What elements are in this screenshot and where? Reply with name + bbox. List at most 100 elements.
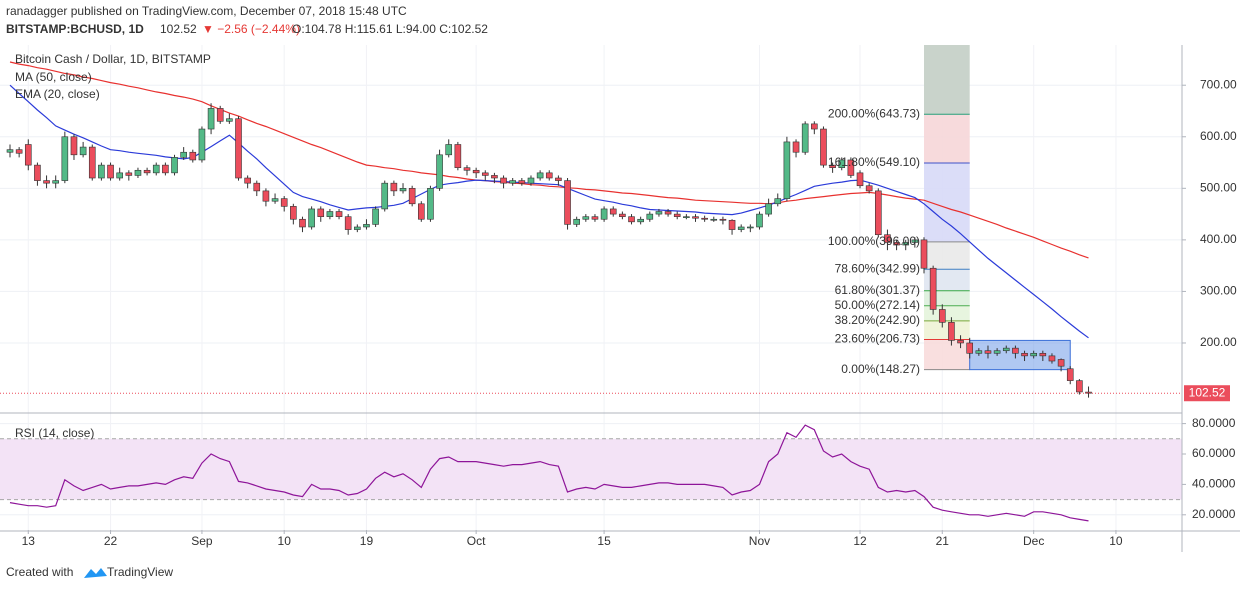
fib-label: 100.00%(396.00)	[828, 234, 920, 248]
candle-body	[34, 164, 41, 181]
candle-body	[125, 172, 133, 176]
candle-body	[79, 146, 87, 156]
footer-brand[interactable]: TradingView	[107, 565, 173, 579]
candle-body	[1085, 391, 1092, 394]
candle-body	[235, 118, 242, 179]
candle-body	[143, 169, 151, 174]
rsi-band	[0, 438, 1182, 500]
candle-body	[1039, 352, 1047, 357]
x-tick-label: 10	[278, 534, 292, 548]
candle-body	[363, 224, 370, 228]
brand-logo	[84, 568, 107, 578]
ohlc: O:104.78 H:115.61 L:94.00 C:102.52	[292, 22, 488, 36]
candle-body	[948, 322, 955, 341]
candle-body	[326, 211, 334, 217]
candle-body	[829, 164, 836, 168]
y-tick-label: 400.00	[1200, 232, 1237, 246]
legend-title: Bitcoin Cash / Dollar, 1D, BITSTAMP	[15, 52, 211, 66]
candle-body	[737, 226, 745, 230]
candle-body	[171, 157, 178, 174]
candle-body	[70, 136, 78, 156]
rsi-legend: RSI (14, close)	[15, 426, 94, 440]
candle-body	[1076, 380, 1083, 393]
candle-body	[207, 108, 215, 130]
candle-body	[929, 267, 937, 310]
candle-body	[555, 177, 562, 181]
candle-body	[536, 172, 544, 179]
candle-body	[701, 217, 708, 220]
y-tick-label: 700.00	[1200, 77, 1237, 91]
candle-body	[619, 213, 626, 217]
candle-body	[354, 226, 361, 230]
x-tick-label: 22	[104, 534, 118, 548]
candle-body	[408, 188, 416, 205]
candle-body	[582, 216, 590, 220]
candle-body	[1021, 352, 1028, 357]
candle-body	[683, 216, 690, 218]
candle-body	[801, 123, 809, 153]
candle-body	[966, 342, 974, 354]
candle-body	[902, 242, 910, 246]
candle-body	[52, 180, 60, 184]
candle-body	[107, 164, 114, 179]
candle-body	[545, 172, 553, 179]
candle-body	[865, 185, 873, 192]
candle-body	[262, 190, 270, 202]
candle-body	[1066, 368, 1074, 381]
candle-body	[381, 182, 389, 210]
candle-body	[472, 169, 480, 174]
candle-body	[280, 198, 288, 207]
fib-band	[924, 320, 970, 340]
fib-label: 161.80%(549.10)	[828, 155, 920, 169]
candle-body	[271, 198, 279, 202]
candle-body	[427, 188, 434, 220]
fib-band	[924, 114, 970, 164]
candle-body	[655, 211, 663, 215]
candle-body	[116, 172, 123, 179]
candle-body	[609, 208, 617, 215]
candle-body	[518, 180, 526, 184]
last-price-tag	[1184, 385, 1230, 402]
candle-body	[984, 350, 992, 354]
x-tick-label: 21	[936, 534, 950, 548]
y-tick-label: 40.0000	[1192, 477, 1236, 491]
candle-body	[993, 350, 1001, 354]
candle-body	[637, 218, 644, 223]
candle-body	[226, 118, 233, 122]
candle-body	[673, 213, 681, 217]
candle-body	[692, 216, 699, 219]
candle-body	[454, 144, 462, 168]
candle-body	[509, 180, 517, 184]
candle-body	[664, 211, 672, 215]
candle-body	[893, 242, 900, 246]
candle-body	[747, 226, 754, 229]
fib-label: 23.60%(206.73)	[835, 332, 920, 346]
fib-label: 38.20%(242.90)	[835, 313, 920, 327]
candle-body	[564, 180, 571, 225]
candle-body	[216, 108, 224, 122]
y-tick-label: 60.0000	[1192, 446, 1236, 460]
candle-body	[820, 128, 827, 166]
candle-body	[15, 149, 23, 154]
fib-label: 200.00%(643.73)	[828, 106, 920, 120]
x-tick-label: 15	[597, 534, 611, 548]
candle-body	[445, 144, 453, 156]
candle-body	[24, 144, 32, 166]
x-tick-label: 19	[360, 534, 374, 548]
y-tick-label: 20.0000	[1192, 507, 1236, 521]
quote-line: BITSTAMP:BCHUSD, 1D 102.52 ▼ −2.56 (−2.4…	[6, 22, 488, 36]
candle-body	[372, 208, 379, 225]
candle-body	[527, 177, 535, 184]
candle-body	[299, 218, 306, 228]
y-tick-label: 300.00	[1200, 284, 1237, 298]
x-tick-label: Nov	[749, 534, 770, 548]
candle-body	[765, 203, 772, 215]
x-tick-label: Sep	[191, 534, 213, 548]
fib-label: 50.00%(272.14)	[835, 298, 920, 312]
fib-band	[924, 241, 970, 270]
y-tick-label: 80.0000	[1192, 416, 1236, 430]
candle-body	[491, 175, 498, 179]
candle-body	[600, 208, 608, 220]
fib-cap	[924, 45, 970, 115]
candle-body	[1012, 347, 1019, 354]
